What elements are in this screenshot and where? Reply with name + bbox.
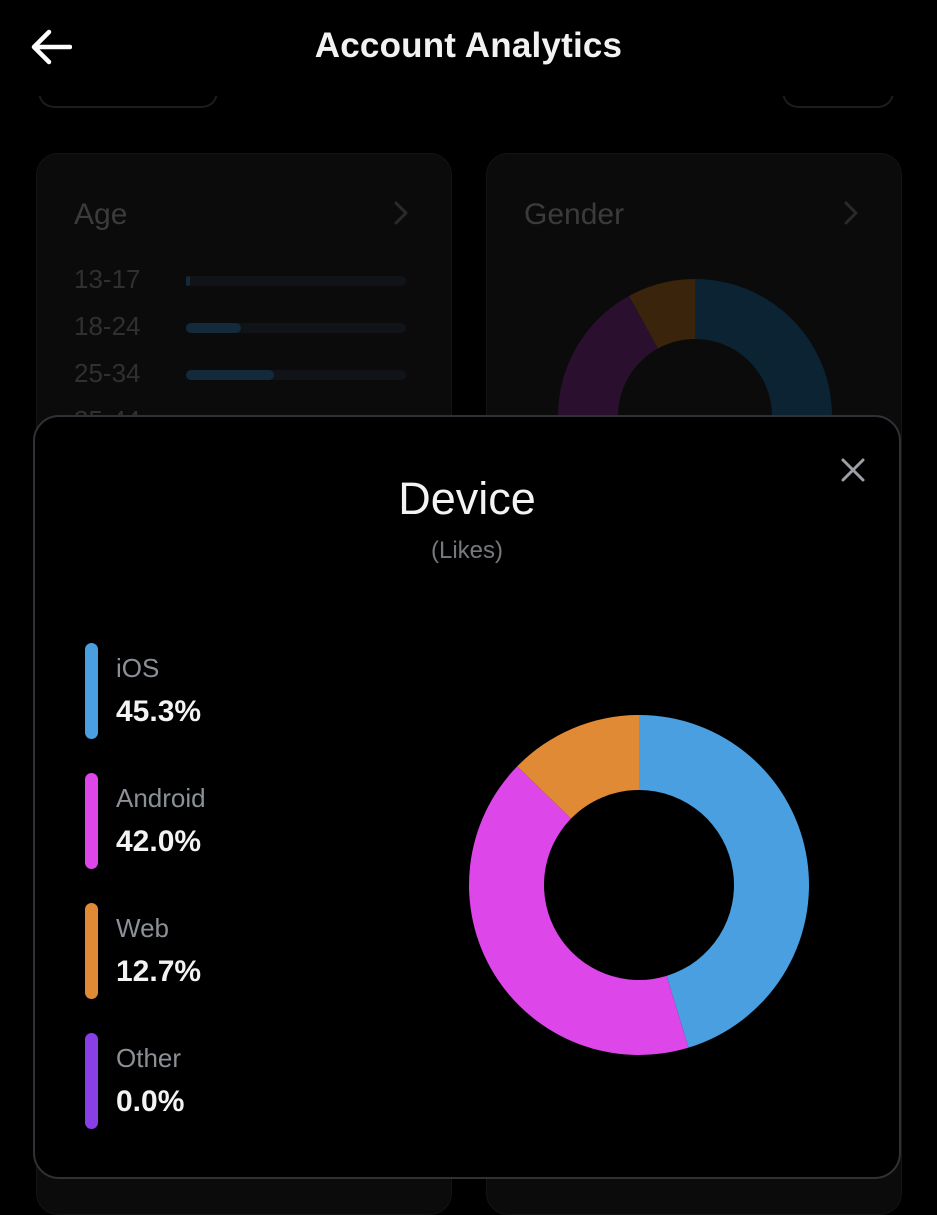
age-bar-fill xyxy=(186,370,274,380)
legend-label: Other xyxy=(116,1043,182,1073)
android-slice xyxy=(469,766,689,1055)
legend-value: 45.3% xyxy=(116,695,202,728)
age-row: 25-34 xyxy=(74,358,414,388)
legend-item-other: Other 0.0% xyxy=(85,1033,345,1129)
legend-value: 12.7% xyxy=(116,955,202,988)
device-modal: Device (Likes) iOS 45.3% Android 42.0% W… xyxy=(33,415,901,1179)
legend-label: Android xyxy=(116,783,206,813)
close-button[interactable] xyxy=(838,455,868,485)
age-range-label: 18-24 xyxy=(74,311,141,341)
arrow-left-icon xyxy=(31,29,72,65)
age-row: 18-24 xyxy=(74,311,414,341)
modal-title: Device xyxy=(398,473,536,524)
age-bar-track xyxy=(186,370,406,380)
device-donut-chart xyxy=(469,715,809,1055)
legend-item-ios: iOS 45.3% xyxy=(85,643,345,739)
gender-card-title: Gender xyxy=(524,198,625,231)
age-bar-fill xyxy=(186,276,191,286)
age-bar-track xyxy=(186,323,406,333)
modal-subtitle: (Likes) xyxy=(430,537,503,564)
age-bar-fill xyxy=(186,323,241,333)
legend-item-android: Android 42.0% xyxy=(85,773,345,869)
age-range-label: 13-17 xyxy=(74,264,141,294)
app-header: Account Analytics xyxy=(0,0,937,96)
close-icon xyxy=(841,458,865,482)
age-bar-track xyxy=(186,276,406,286)
legend-value: 0.0% xyxy=(116,1085,185,1118)
age-row: 13-17 xyxy=(74,264,414,294)
web-slice xyxy=(517,715,639,819)
gender-c-slice xyxy=(628,279,695,349)
page-title: Account Analytics xyxy=(314,26,623,65)
age-range-label: 25-34 xyxy=(74,358,141,388)
legend-item-web: Web 12.7% xyxy=(85,903,345,999)
back-button[interactable] xyxy=(30,28,72,66)
legend-color-bar xyxy=(85,643,98,739)
chevron-right-icon xyxy=(393,200,409,226)
legend-color-bar xyxy=(85,1033,98,1129)
ios-slice xyxy=(639,715,809,1048)
chevron-right-icon xyxy=(843,200,859,226)
legend-label: iOS xyxy=(116,653,160,683)
legend-color-bar xyxy=(85,773,98,869)
age-card-title: Age xyxy=(74,198,128,231)
legend-label: Web xyxy=(116,913,169,943)
legend-value: 42.0% xyxy=(116,825,202,858)
legend-color-bar xyxy=(85,903,98,999)
